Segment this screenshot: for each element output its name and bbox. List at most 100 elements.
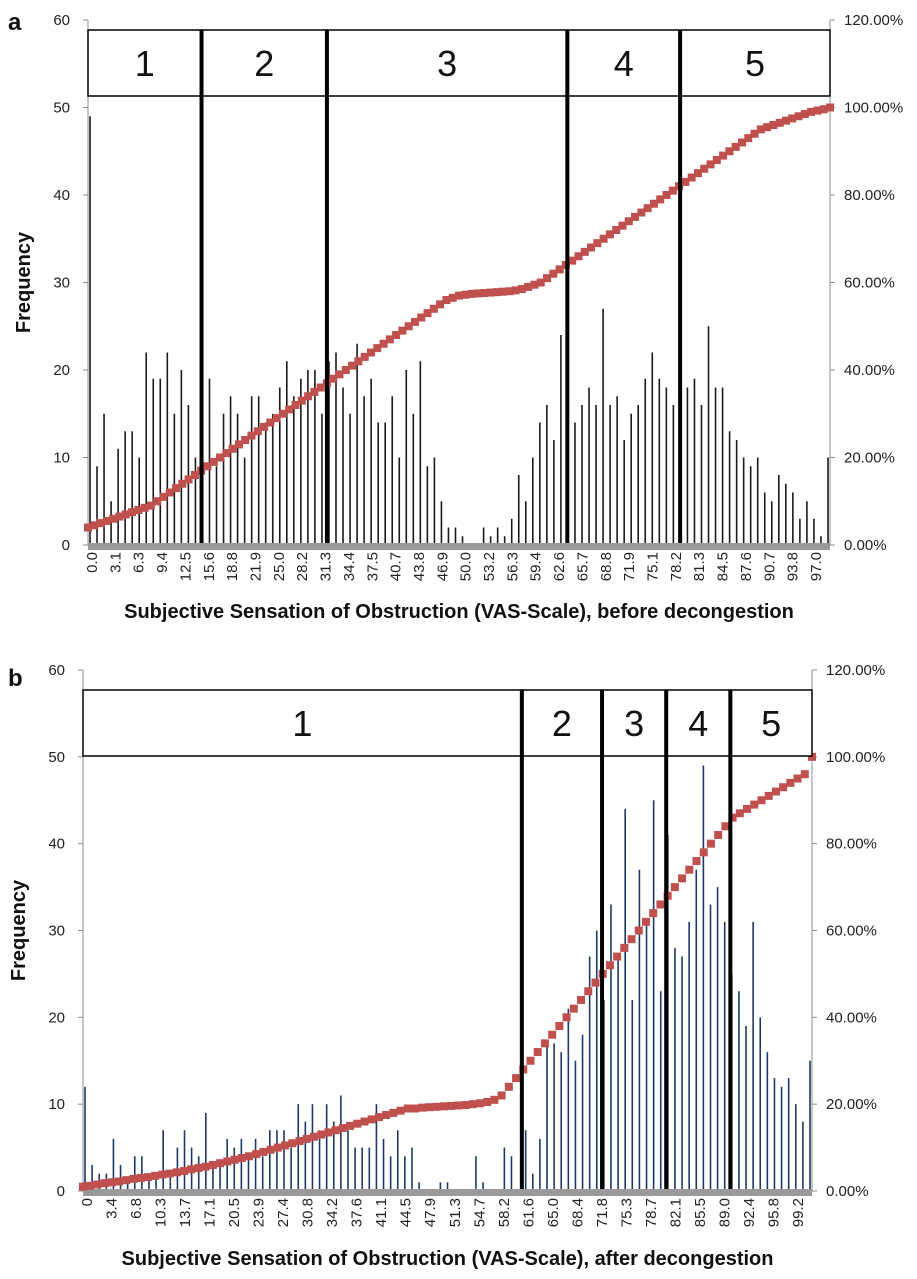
- cumulative-point: [719, 151, 728, 160]
- cumulative-point: [455, 291, 463, 300]
- cumulative-point: [447, 1101, 456, 1110]
- cumulative-point: [178, 479, 187, 488]
- cumulative-point: [448, 293, 457, 302]
- cumulative-point: [461, 1101, 470, 1110]
- cumulative-point: [442, 296, 451, 304]
- x-tick-label: 15.6: [201, 552, 218, 581]
- cumulative-point: [208, 1160, 217, 1169]
- cumulative-point: [360, 1117, 369, 1126]
- x-tick-label: 0.0: [84, 552, 101, 573]
- x-tick-label: 65.0: [545, 1198, 562, 1227]
- x-tick-label: 28.2: [294, 552, 311, 581]
- x-tick-label: 54.7: [471, 1198, 488, 1227]
- x-tick-label: 97.0: [808, 552, 825, 581]
- cumulative-point: [439, 1102, 448, 1111]
- cumulative-point: [649, 909, 658, 918]
- cumulative-point: [826, 103, 834, 112]
- cumulative-point: [599, 234, 608, 243]
- y-tick-label: 0: [62, 537, 70, 554]
- cumulative-point: [505, 287, 514, 296]
- cumulative-point: [627, 935, 636, 944]
- cumulative-point: [194, 1163, 203, 1172]
- class-box: [200, 29, 328, 97]
- cumulative-point: [367, 1115, 376, 1124]
- x-tick-label: 47.9: [422, 1198, 439, 1227]
- cumulative-point: [712, 156, 721, 164]
- cumulative-point: [620, 943, 629, 952]
- cumulative-point: [750, 129, 759, 138]
- x-tick-label: 90.7: [761, 552, 778, 581]
- cumulative-point: [237, 1154, 246, 1163]
- cumulative-point: [781, 116, 790, 125]
- cumulative-point: [324, 1128, 333, 1137]
- cumulative-point: [793, 774, 802, 783]
- cumulative-point: [143, 1173, 152, 1182]
- cumulative-point: [260, 422, 269, 431]
- cumulative-point: [530, 280, 539, 289]
- x-tick-label: 43.8: [411, 552, 428, 581]
- cumulative-point: [429, 304, 438, 313]
- class-label: 3: [624, 703, 644, 744]
- cumulative-point: [187, 1165, 196, 1174]
- x-tick-label: 10.3: [153, 1198, 170, 1227]
- cumulative-point: [392, 331, 401, 339]
- cumulative-point: [568, 256, 577, 265]
- cumulative-point: [278, 409, 287, 418]
- cumulative-point: [591, 978, 600, 987]
- x-tick-label: 34.4: [341, 552, 358, 581]
- cumulative-point: [180, 1167, 189, 1176]
- class-box: [82, 689, 523, 757]
- cumulative-point: [84, 523, 92, 532]
- cumulative-point: [382, 1111, 391, 1120]
- cumulative-point: [486, 288, 495, 297]
- cumulative-point: [687, 173, 696, 182]
- cumulative-point: [203, 462, 212, 471]
- y2-tick-label: 120.00%: [844, 12, 903, 29]
- cumulative-point: [693, 169, 702, 178]
- x-tick-label: 6.8: [128, 1198, 145, 1219]
- cumulative-point: [291, 401, 300, 409]
- cumulative-point: [354, 357, 363, 366]
- x-axis-baseline: [88, 543, 830, 550]
- cumulative-point: [172, 484, 181, 493]
- class-box: [665, 689, 732, 757]
- cumulative-point: [735, 809, 744, 818]
- cumulative-point: [373, 344, 382, 353]
- x-tick-label: 18.8: [224, 552, 241, 581]
- cumulative-point: [555, 1022, 564, 1031]
- cumulative-point: [259, 1147, 268, 1156]
- class-label: 1: [292, 703, 312, 744]
- x-tick-label: 71.9: [621, 552, 638, 581]
- cumulative-point: [731, 142, 740, 151]
- cumulative-point: [685, 865, 694, 874]
- cumulative-point: [497, 1091, 506, 1100]
- x-tick-label: 46.9: [434, 552, 451, 581]
- cumulative-point: [517, 285, 526, 294]
- cumulative-point: [706, 839, 715, 848]
- cumulative-point: [468, 1100, 477, 1109]
- cumulative-point: [295, 1137, 304, 1146]
- cumulative-point: [216, 1159, 225, 1168]
- cumulative-point: [86, 1181, 95, 1190]
- cumulative-point: [637, 208, 646, 217]
- cumulative-point: [338, 1124, 347, 1133]
- cumulative-point: [454, 1101, 463, 1110]
- cumulative-point: [93, 1180, 102, 1189]
- x-tick-label: 51.3: [447, 1198, 464, 1227]
- y-tick-label: 40: [48, 836, 65, 853]
- class-label: 1: [135, 43, 155, 84]
- cumulative-point: [649, 199, 658, 208]
- x-tick-label: 44.5: [398, 1198, 415, 1227]
- cumulative-point: [549, 269, 558, 278]
- cumulative-point: [309, 1132, 318, 1141]
- x-tick-label: 3.1: [107, 552, 124, 573]
- x-tick-label: 40.7: [388, 552, 405, 581]
- cumulative-point: [728, 813, 737, 822]
- cumulative-point: [297, 396, 306, 405]
- cumulative-point: [744, 134, 753, 143]
- cumulative-point: [706, 160, 715, 169]
- y2-tick-label: 0.00%: [826, 1183, 869, 1200]
- y-tick-label: 60: [53, 12, 70, 29]
- cumulative-point: [331, 1126, 340, 1135]
